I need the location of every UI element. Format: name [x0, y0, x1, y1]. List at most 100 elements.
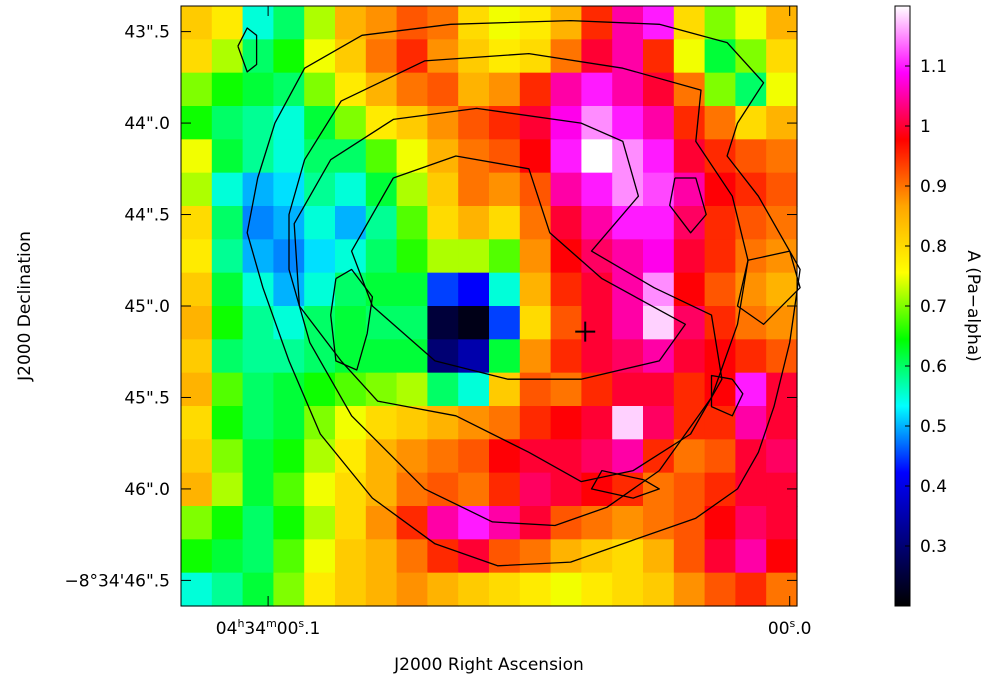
- heatmap-cell: [673, 572, 706, 607]
- heatmap-cell: [273, 6, 305, 40]
- heatmap-cell: [704, 239, 736, 274]
- heatmap-cell: [335, 106, 367, 140]
- heatmap-cell: [735, 106, 767, 140]
- colorbar-tick-label: 0.5: [920, 417, 947, 437]
- heatmap-cell: [335, 139, 367, 174]
- heatmap-cell: [766, 72, 798, 107]
- contour-line: [669, 177, 707, 234]
- heatmap-cell: [673, 239, 706, 274]
- heatmap-cell: [427, 306, 459, 340]
- heatmap-cell: [273, 272, 305, 307]
- heatmap-cell: [335, 472, 367, 507]
- heatmap-cell: [704, 39, 736, 74]
- heatmap-cell: [704, 106, 736, 140]
- heatmap-cell: [242, 6, 274, 40]
- heatmap-cell: [242, 339, 274, 374]
- heatmap-cell: [365, 139, 398, 174]
- heatmap-cell: [766, 472, 798, 507]
- colorbar-tick-label: 0.3: [920, 537, 947, 557]
- heatmap-cell: [458, 506, 490, 540]
- heatmap-cell: [181, 6, 213, 40]
- contour-line: [246, 19, 801, 567]
- heatmap-cell: [673, 272, 706, 307]
- heatmap-cell: [181, 272, 213, 307]
- heatmap-cell: [766, 406, 798, 440]
- heatmap-cell: [458, 539, 490, 574]
- heatmap-cell: [643, 239, 675, 274]
- heatmap-cell: [304, 372, 336, 407]
- contour-line: [590, 469, 660, 499]
- heatmap-cell: [211, 106, 244, 140]
- heatmap-cell: [365, 539, 398, 574]
- heatmap-cell: [335, 239, 367, 274]
- heatmap-cell: [304, 306, 336, 340]
- heatmap-cell: [673, 206, 706, 240]
- heatmap-cell: [365, 472, 398, 507]
- heatmap-cell: [704, 272, 736, 307]
- heatmap-cell: [612, 472, 644, 507]
- contour-line: [237, 27, 258, 73]
- heatmap-cell: [612, 539, 644, 574]
- heatmap-cell: [181, 572, 213, 607]
- heatmap-cell: [550, 206, 582, 240]
- heatmap-cell: [242, 39, 274, 74]
- heatmap-cell: [612, 139, 644, 174]
- heatmap-cell: [211, 439, 244, 474]
- heatmap-cell: [273, 106, 305, 140]
- heatmap-cell: [365, 172, 398, 207]
- heatmap-cell: [427, 72, 459, 107]
- heatmap-cell: [704, 506, 736, 540]
- heatmap-cell: [427, 39, 459, 74]
- heatmap-cell: [211, 472, 244, 507]
- heatmap-cell: [735, 206, 767, 240]
- heatmap-cell: [304, 539, 336, 574]
- heatmap-cell: [396, 39, 428, 74]
- heatmap-cell: [458, 206, 490, 240]
- heatmap-cell: [304, 439, 336, 474]
- heatmap-cell: [335, 439, 367, 474]
- heatmap-cell: [550, 506, 582, 540]
- heatmap-cell: [704, 206, 736, 240]
- heatmap-cell: [427, 272, 459, 307]
- heatmap-cell: [581, 172, 613, 207]
- contour-line: [330, 268, 374, 371]
- heatmap-cell: [304, 72, 336, 107]
- heatmap-cell: [673, 506, 706, 540]
- heatmap-cell: [304, 472, 336, 507]
- heatmap-cell: [673, 439, 706, 474]
- heatmap-cell: [181, 306, 213, 340]
- heatmap-cell: [211, 539, 244, 574]
- heatmap-cell: [458, 406, 490, 440]
- heatmap-cell: [365, 406, 398, 440]
- heatmap-cell: [612, 506, 644, 540]
- heatmap-cell: [766, 372, 798, 407]
- heatmap-cell: [550, 6, 582, 40]
- y-tick-label: 46".0: [124, 480, 170, 500]
- heatmap-cell: [396, 406, 428, 440]
- y-tick-label: 43".5: [124, 23, 170, 43]
- heatmap-cell: [396, 572, 428, 607]
- heatmap-cell: [519, 6, 552, 40]
- heatmap-cell: [211, 572, 244, 607]
- heatmap-cell: [273, 472, 305, 507]
- heatmap-cell: [550, 572, 582, 607]
- contour-line: [710, 374, 744, 417]
- heatmap-cell: [519, 106, 552, 140]
- heatmap-cell: [427, 506, 459, 540]
- heatmap-cell: [365, 39, 398, 74]
- heatmap-cell: [612, 106, 644, 140]
- colorbar-label: A (Pa−alpha): [963, 250, 983, 362]
- heatmap-cell: [211, 239, 244, 274]
- heatmap-cell: [766, 206, 798, 240]
- y-axis-label: J2000 Declination: [15, 231, 35, 382]
- heatmap-cell: [211, 306, 244, 340]
- heatmap-cell: [489, 306, 521, 340]
- heatmap-cell: [735, 506, 767, 540]
- x-tick-labels: 04h34m00s.1 00s.0: [216, 617, 812, 639]
- heatmap-cell: [550, 339, 582, 374]
- heatmap-cell: [335, 6, 367, 40]
- heatmap-cell: [211, 206, 244, 240]
- colorbar-tick-label: 0.6: [920, 357, 947, 377]
- heatmap-cell: [273, 372, 305, 407]
